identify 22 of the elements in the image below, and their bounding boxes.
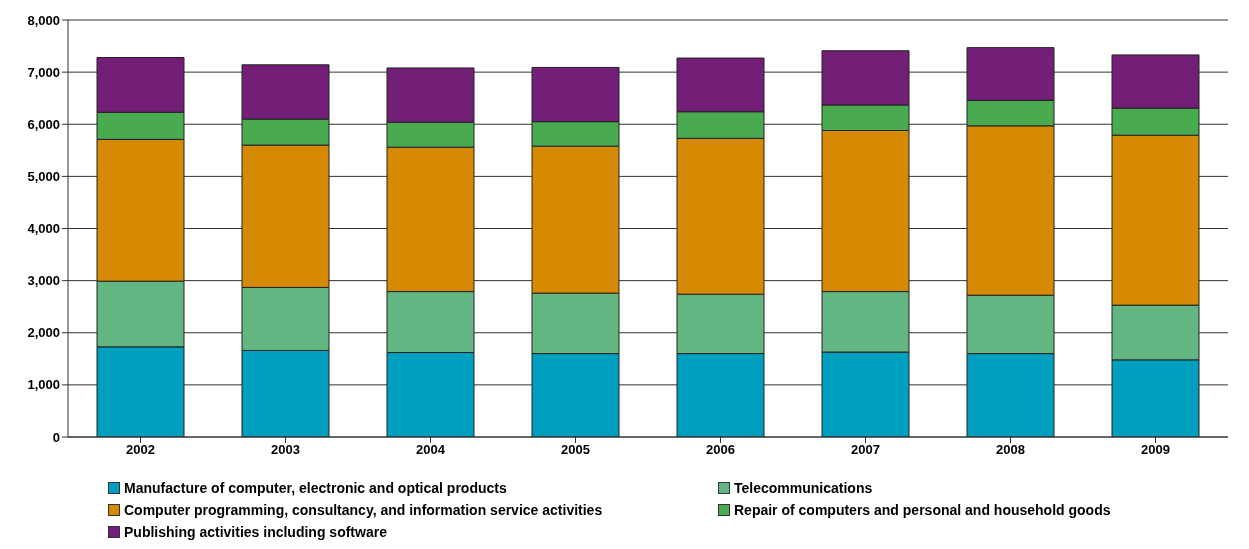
y-tick-label: 5,000: [27, 168, 60, 184]
x-tick-label: 2009: [1141, 442, 1170, 458]
x-tick-label: 2002: [126, 442, 155, 458]
y-tick-label: 2,000: [27, 325, 60, 341]
x-tick-label: 2005: [561, 442, 590, 458]
y-tick-label: 3,000: [27, 273, 60, 289]
y-tick-label: 7,000: [27, 64, 60, 80]
x-tick-label: 2004: [416, 442, 446, 458]
legend-label: Manufacture of computer, electronic and optical products: [124, 480, 507, 496]
x-tick-label: 2006: [706, 442, 735, 458]
y-tick-label: 6,000: [27, 116, 60, 132]
x-tick-label: 2003: [271, 442, 300, 458]
y-tick-label: 8,000: [27, 12, 60, 28]
x-tick-label: 2008: [996, 442, 1025, 458]
y-tick-label: 4,000: [27, 221, 60, 237]
legend-label: Telecommunications: [734, 480, 873, 496]
legend-label: Repair of computers and personal and household goods: [734, 502, 1111, 518]
y-tick-label: 1,000: [27, 377, 60, 393]
legend-label: Publishing activities including software: [124, 524, 387, 540]
legend-label: Computer programming, consultancy, and information service activities: [124, 502, 603, 518]
x-tick-label: 2007: [851, 442, 880, 458]
y-tick-label: 0: [52, 429, 60, 445]
